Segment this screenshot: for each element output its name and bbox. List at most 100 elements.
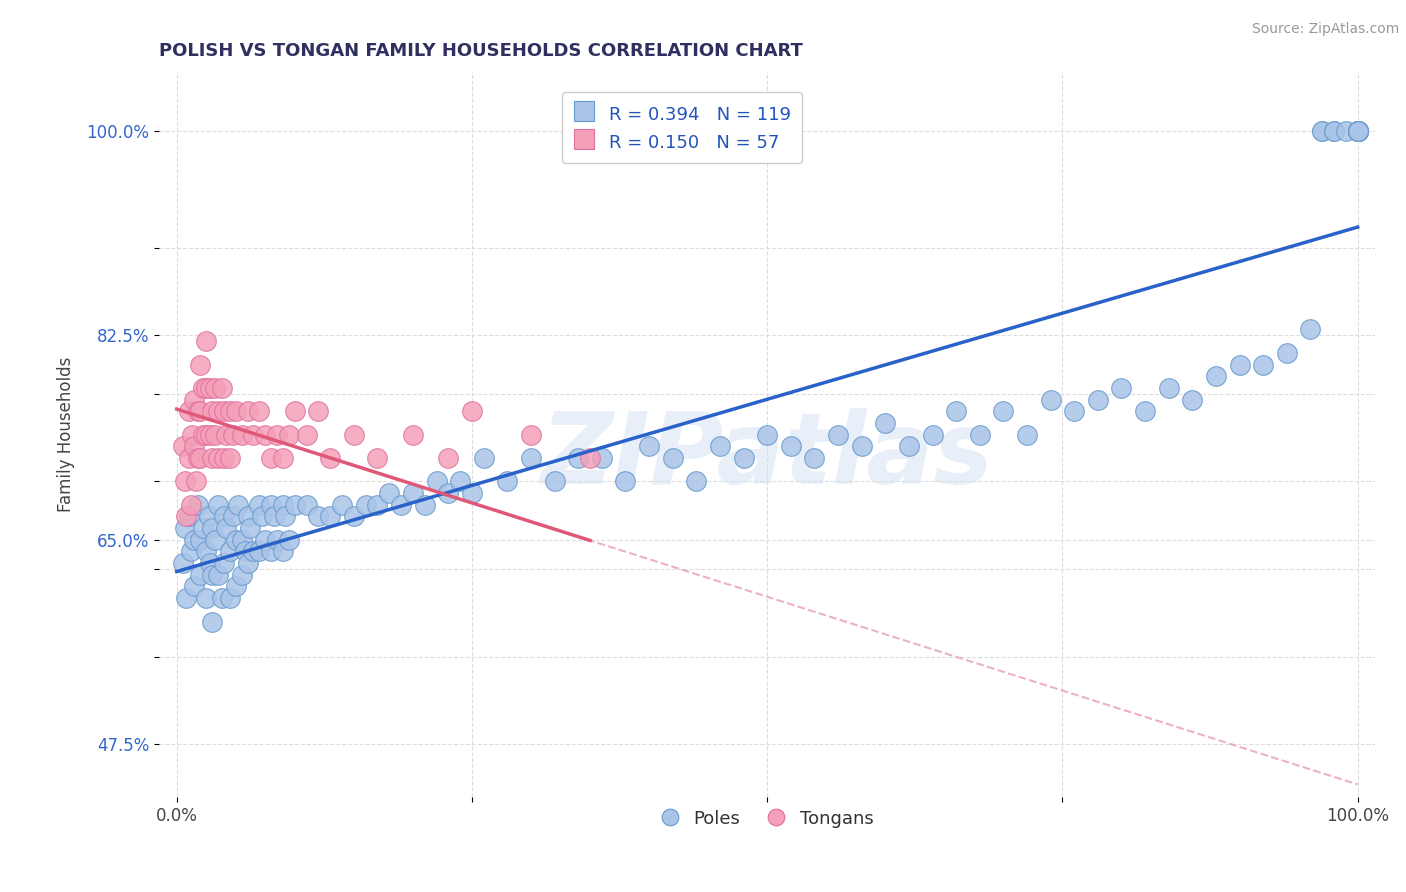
Point — [260, 450, 283, 465]
Point — [1347, 124, 1369, 138]
Point — [225, 579, 247, 593]
Point — [277, 533, 299, 547]
Point — [233, 544, 256, 558]
Point — [402, 486, 425, 500]
Point — [204, 427, 226, 442]
Point — [1347, 124, 1369, 138]
Point — [277, 427, 299, 442]
Point — [183, 392, 205, 407]
Point — [271, 498, 294, 512]
Point — [266, 533, 288, 547]
Point — [271, 544, 294, 558]
Point — [851, 439, 873, 453]
Point — [1347, 124, 1369, 138]
Point — [897, 439, 920, 453]
Point — [247, 544, 270, 558]
Point — [187, 450, 209, 465]
Point — [1347, 124, 1369, 138]
Point — [343, 427, 366, 442]
Point — [319, 450, 342, 465]
Point — [260, 498, 283, 512]
Point — [195, 334, 218, 348]
Point — [543, 475, 565, 489]
Point — [263, 509, 285, 524]
Point — [174, 521, 197, 535]
Point — [195, 591, 218, 606]
Point — [1087, 392, 1109, 407]
Point — [413, 498, 436, 512]
Point — [247, 498, 270, 512]
Point — [174, 509, 197, 524]
Point — [1323, 124, 1346, 138]
Point — [174, 591, 197, 606]
Point — [449, 475, 471, 489]
Point — [307, 404, 329, 418]
Point — [183, 439, 205, 453]
Point — [661, 450, 683, 465]
Point — [1299, 322, 1322, 336]
Point — [207, 404, 229, 418]
Point — [212, 556, 235, 570]
Point — [437, 486, 460, 500]
Point — [184, 475, 207, 489]
Point — [709, 439, 731, 453]
Point — [183, 579, 205, 593]
Point — [247, 404, 270, 418]
Point — [1039, 392, 1062, 407]
Point — [204, 533, 226, 547]
Point — [198, 427, 221, 442]
Point — [207, 498, 229, 512]
Point — [827, 427, 849, 442]
Point — [969, 427, 991, 442]
Point — [188, 533, 211, 547]
Point — [201, 567, 224, 582]
Point — [201, 521, 224, 535]
Point — [1157, 381, 1180, 395]
Point — [250, 509, 273, 524]
Point — [218, 591, 240, 606]
Point — [191, 381, 214, 395]
Point — [187, 404, 209, 418]
Text: Source: ZipAtlas.com: Source: ZipAtlas.com — [1251, 22, 1399, 37]
Text: POLISH VS TONGAN FAMILY HOUSEHOLDS CORRELATION CHART: POLISH VS TONGAN FAMILY HOUSEHOLDS CORRE… — [159, 42, 803, 60]
Point — [685, 475, 707, 489]
Point — [1347, 124, 1369, 138]
Point — [201, 615, 224, 629]
Point — [207, 450, 229, 465]
Point — [188, 404, 211, 418]
Point — [733, 450, 755, 465]
Point — [496, 475, 519, 489]
Y-axis label: Family Households: Family Households — [58, 357, 75, 512]
Point — [239, 521, 262, 535]
Point — [242, 544, 264, 558]
Point — [271, 450, 294, 465]
Point — [212, 404, 235, 418]
Point — [1347, 124, 1369, 138]
Point — [366, 498, 388, 512]
Point — [225, 404, 247, 418]
Point — [188, 567, 211, 582]
Point — [177, 509, 200, 524]
Point — [172, 439, 194, 453]
Point — [211, 381, 233, 395]
Point — [188, 450, 211, 465]
Point — [1347, 124, 1369, 138]
Point — [993, 404, 1015, 418]
Point — [201, 404, 224, 418]
Point — [195, 381, 218, 395]
Point — [779, 439, 801, 453]
Point — [177, 450, 200, 465]
Point — [198, 556, 221, 570]
Point — [425, 475, 447, 489]
Point — [591, 450, 613, 465]
Point — [319, 509, 342, 524]
Point — [803, 450, 825, 465]
Point — [378, 486, 401, 500]
Point — [1181, 392, 1204, 407]
Point — [274, 509, 297, 524]
Point — [402, 427, 425, 442]
Point — [187, 498, 209, 512]
Point — [207, 567, 229, 582]
Point — [218, 450, 240, 465]
Point — [177, 404, 200, 418]
